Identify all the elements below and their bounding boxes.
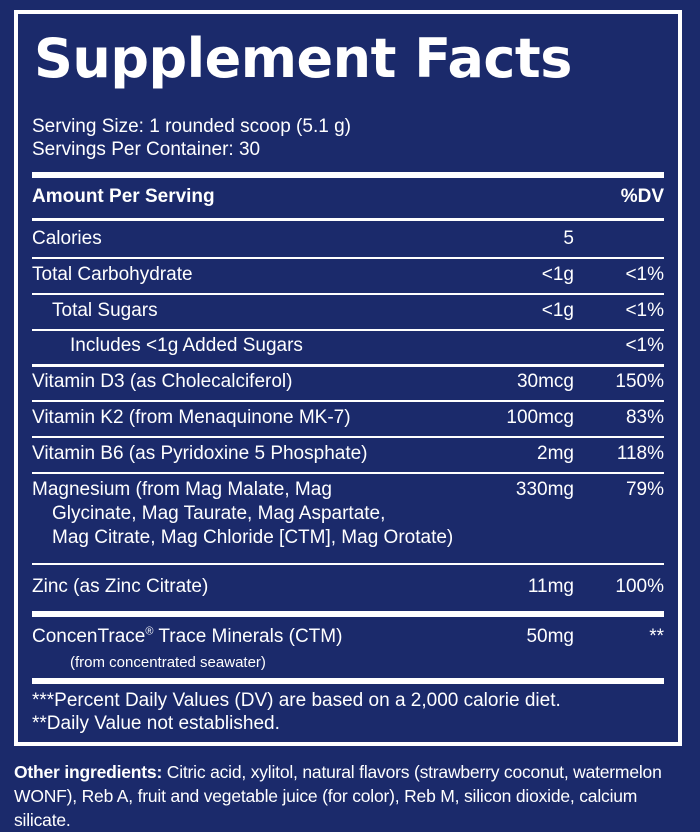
header-amount: Amount Per Serving [32,186,215,207]
row-name: Vitamin D3 (as Cholecalciferol) [32,371,293,392]
divider-thick [32,172,664,178]
panel-title: Supplement Facts [34,27,572,90]
supplement-facts-panel: Supplement Facts Serving Size: 1 rounded… [14,10,682,746]
other-ingredients-line-1: Other ingredients: Citric acid, xylitol,… [14,762,662,782]
zinc-amount: 11mg [527,576,574,597]
row-amount: 30mcg [516,371,574,392]
divider-medium [32,218,664,221]
divider-medium [32,364,664,367]
servings-per-container: Servings Per Container: 30 [32,139,261,160]
ctm-name: ConcenTrace® Trace Minerals (CTM) [32,625,343,647]
row-dv: 118% [616,443,664,464]
footnote-dv: ***Percent Daily Values (DV) are based o… [32,690,561,711]
other-ingredients: Other ingredients: Citric acid, xylitol,… [14,760,694,832]
magnesium-dv: 79% [625,479,664,500]
header-dv: %DV [620,186,664,207]
magnesium-line-2: Glycinate, Mag Taurate, Mag Aspartate, [52,503,386,524]
other-ingredients-line-2: WONF), Reb A, fruit and vegetable juice … [14,786,638,830]
row-amount: 5 [563,228,574,249]
divider-thin [32,400,664,402]
row-name: Calories [32,228,102,249]
registered-mark: ® [145,625,154,638]
divider-thin [32,329,664,331]
row-dv: <1% [625,264,664,285]
row-name: Total Sugars [52,300,158,321]
divider-thin [32,293,664,295]
row-dv: <1% [625,300,664,321]
magnesium-line-1: Magnesium (from Mag Malate, Mag [32,479,332,500]
divider-thin [32,563,664,565]
divider-thin [32,472,664,474]
row-amount: <1g [541,300,574,321]
other-ingredients-label: Other ingredients: [14,762,163,782]
divider-thick [32,611,664,617]
row-dv: 150% [615,371,664,392]
row-dv: <1% [625,335,664,356]
ctm-amount: 50mg [526,626,574,647]
magnesium-amount: 330mg [515,479,574,500]
divider-thin [32,436,664,438]
row-name: Total Carbohydrate [32,264,193,285]
row-amount: 100mcg [506,407,574,428]
ctm-dv: ** [649,626,664,647]
magnesium-line-3: Mag Citrate, Mag Chloride [CTM], Mag Oro… [52,527,454,548]
ctm-source: (from concentrated seawater) [70,654,266,671]
zinc-name: Zinc (as Zinc Citrate) [32,576,209,597]
serving-size: Serving Size: 1 rounded scoop (5.1 g) [32,116,351,137]
row-name: Vitamin K2 (from Menaquinone MK-7) [32,407,351,428]
row-amount: 2mg [537,443,574,464]
divider-thin [32,257,664,259]
row-dv: 83% [625,407,664,428]
row-name: Includes <1g Added Sugars [70,335,303,356]
divider-thick [32,678,664,684]
row-name: Vitamin B6 (as Pyridoxine 5 Phosphate) [32,443,368,464]
footnote-not-established: **Daily Value not established. [32,713,280,734]
zinc-dv: 100% [615,576,664,597]
row-amount: <1g [541,264,574,285]
